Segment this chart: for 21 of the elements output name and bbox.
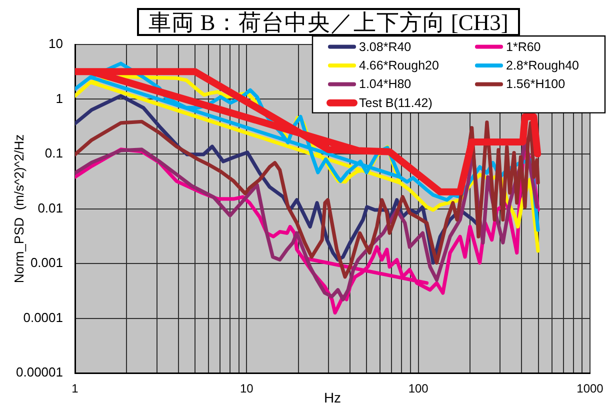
x-tick-label: 100 xyxy=(408,382,429,396)
y-axis-title: Norm_PSD (m/s^2)^2/Hz xyxy=(11,134,26,284)
x-tick-label: 1000 xyxy=(576,382,604,396)
chart-title: 車両 B：荷台中央／上下方向 [CH3] xyxy=(137,8,520,36)
y-tick-label: 0.001 xyxy=(30,255,63,270)
x-axis-title: Hz xyxy=(324,389,342,406)
legend-label: 1.56*H100 xyxy=(506,77,566,92)
y-tick-label: 1 xyxy=(56,90,63,106)
legend-label: 3.08*R40 xyxy=(359,40,412,54)
legend-label: 1.04*H80 xyxy=(359,77,412,92)
x-tick-label: 1 xyxy=(72,382,79,396)
y-tick-label: 0.00001 xyxy=(16,364,63,380)
legend-label: Test B(11.42) xyxy=(359,96,432,110)
legend-label: 2.8*Rough40 xyxy=(506,58,580,72)
legend-label: 1*R60 xyxy=(506,40,541,54)
y-tick-label: 0.01 xyxy=(38,200,63,216)
y-tick-label: 0.1 xyxy=(44,146,63,161)
legend-label: 4.66*Rough20 xyxy=(359,58,439,72)
y-tick-label: 10 xyxy=(48,36,63,52)
x-tick-label: 10 xyxy=(240,382,254,396)
y-tick-label: 0.0001 xyxy=(23,310,63,325)
